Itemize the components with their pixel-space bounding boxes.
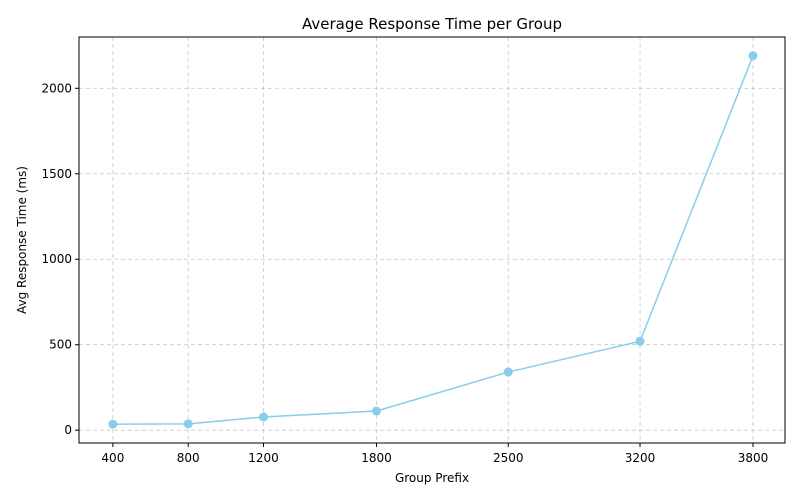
data-point xyxy=(108,419,118,429)
grid-lines xyxy=(79,37,785,443)
y-axis-label: Avg Response Time (ms) xyxy=(15,166,29,314)
y-tick-label: 1500 xyxy=(41,167,72,181)
x-tick-label: 1800 xyxy=(361,451,392,465)
series-line xyxy=(112,55,754,425)
x-axis-label: Group Prefix xyxy=(395,471,469,485)
data-point xyxy=(183,419,193,429)
y-axis-ticks: 0 500 1000 1500 2000 xyxy=(41,81,79,437)
y-tick-label: 1000 xyxy=(41,252,72,266)
x-tick-label: 1200 xyxy=(248,451,279,465)
x-tick-label: 3800 xyxy=(738,451,769,465)
y-tick-label: 0 xyxy=(64,423,72,437)
y-tick-label: 2000 xyxy=(41,81,72,95)
data-point xyxy=(748,51,758,61)
y-tick-label: 500 xyxy=(49,338,72,352)
data-point xyxy=(259,412,269,422)
x-tick-label: 2500 xyxy=(493,451,524,465)
plot-frame xyxy=(78,36,786,444)
data-point xyxy=(635,336,645,346)
data-point xyxy=(503,367,513,377)
x-tick-label: 400 xyxy=(101,451,124,465)
x-tick-label: 3200 xyxy=(625,451,656,465)
data-point xyxy=(371,406,381,416)
chart-title: Average Response Time per Group xyxy=(302,15,562,33)
x-tick-label: 800 xyxy=(177,451,200,465)
x-axis-ticks: 400 800 1200 1800 2500 3200 3800 xyxy=(101,443,768,465)
series-layer xyxy=(108,51,758,429)
